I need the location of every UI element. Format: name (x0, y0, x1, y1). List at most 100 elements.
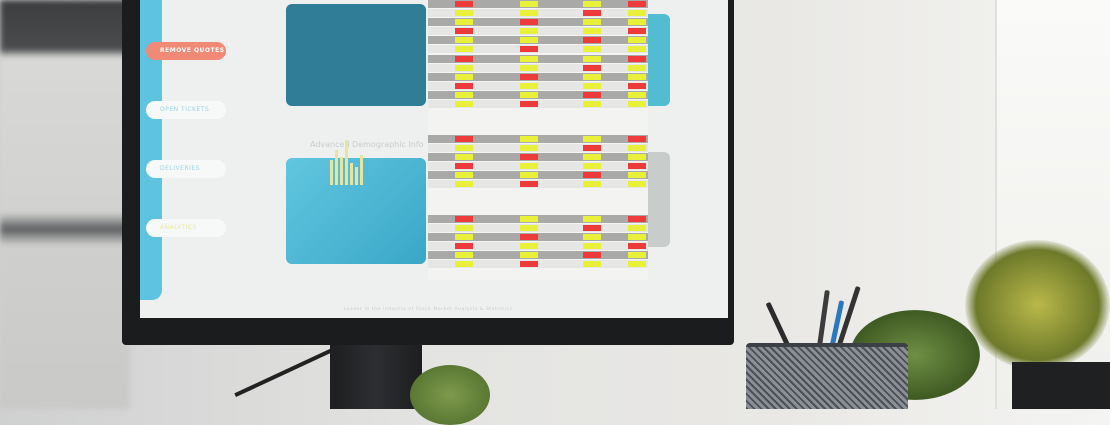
pencil-holder (746, 343, 908, 409)
quotes-table (428, 0, 648, 280)
quote-value (455, 243, 473, 249)
table-row (428, 82, 648, 90)
tagline: Leader in the industry of Stock Market A… (343, 307, 513, 312)
quote-value (583, 65, 601, 71)
quote-value (628, 65, 646, 71)
quote-value (520, 19, 538, 25)
quote-value (583, 37, 601, 43)
quote-value (455, 56, 473, 62)
quote-value (628, 74, 646, 80)
quote-value (455, 172, 473, 178)
quote-value (628, 37, 646, 43)
side-panel (648, 152, 670, 247)
table-row (428, 9, 648, 17)
side-panel (648, 14, 670, 106)
quote-value (628, 261, 646, 267)
table-row (428, 251, 648, 259)
table-row (428, 18, 648, 26)
quote-value (628, 46, 646, 52)
quote-value (583, 163, 601, 169)
table-row (428, 242, 648, 250)
table-row (428, 153, 648, 161)
quote-value (455, 92, 473, 98)
quote-value (520, 46, 538, 52)
quote-value (520, 37, 538, 43)
table-row (428, 162, 648, 170)
quote-value (455, 28, 473, 34)
quote-value (583, 136, 601, 142)
quote-value (583, 225, 601, 231)
quote-value (628, 136, 646, 142)
table-row (428, 135, 648, 143)
quote-value (628, 56, 646, 62)
quote-value (583, 234, 601, 240)
stock-ticker-image (286, 4, 426, 106)
quote-value (628, 154, 646, 160)
quote-value (628, 181, 646, 187)
quote-value (583, 145, 601, 151)
nav-deliveries[interactable]: DELIVERIES (146, 160, 226, 178)
quote-value (455, 65, 473, 71)
nav-remove-quotes[interactable]: REMOVE QUOTES (146, 42, 226, 60)
quote-value (455, 46, 473, 52)
quote-value (455, 163, 473, 169)
quote-value (628, 28, 646, 34)
quote-value (520, 74, 538, 80)
quote-value (455, 154, 473, 160)
table-row (428, 27, 648, 35)
quote-value (520, 181, 538, 187)
quote-value (583, 216, 601, 222)
quote-value (520, 1, 538, 7)
quote-value (583, 28, 601, 34)
quote-value (520, 83, 538, 89)
quote-value (583, 172, 601, 178)
quote-value (583, 83, 601, 89)
plant (965, 240, 1110, 370)
quote-value (520, 225, 538, 231)
quote-value (583, 243, 601, 249)
table-row (428, 55, 648, 63)
quote-value (520, 172, 538, 178)
nav-open-tickets[interactable]: OPEN TICKETS (146, 101, 226, 119)
quote-value (520, 216, 538, 222)
quote-value (628, 10, 646, 16)
quote-value (583, 74, 601, 80)
quote-value (455, 261, 473, 267)
quote-value (628, 83, 646, 89)
table-row (428, 180, 648, 188)
quote-value (520, 145, 538, 151)
monitor-stand (330, 345, 422, 409)
quote-value (455, 145, 473, 151)
quote-value (455, 101, 473, 107)
quote-value (628, 234, 646, 240)
table-row (428, 91, 648, 99)
quote-value (520, 28, 538, 34)
quote-value (455, 136, 473, 142)
quote-value (583, 261, 601, 267)
quote-value (520, 101, 538, 107)
quote-value (455, 83, 473, 89)
quote-value (455, 10, 473, 16)
quote-value (455, 74, 473, 80)
quote-value (583, 46, 601, 52)
quote-value (628, 243, 646, 249)
quote-value (628, 252, 646, 258)
quote-value (628, 172, 646, 178)
quote-value (583, 19, 601, 25)
quote-value (583, 181, 601, 187)
quote-value (583, 1, 601, 7)
table-row (428, 260, 648, 268)
quote-value (455, 1, 473, 7)
quote-value (520, 136, 538, 142)
monitor-screen: REMOVE QUOTES OPEN TICKETS DELIVERIES AN… (140, 0, 728, 318)
table-row (428, 100, 648, 108)
nav-analytics[interactable]: ANALYTICS (146, 219, 226, 237)
table-row (428, 215, 648, 223)
quote-value (628, 216, 646, 222)
table-row (428, 224, 648, 232)
quote-value (520, 252, 538, 258)
quote-value (520, 65, 538, 71)
quote-value (583, 101, 601, 107)
quote-value (455, 234, 473, 240)
table-row (428, 233, 648, 241)
